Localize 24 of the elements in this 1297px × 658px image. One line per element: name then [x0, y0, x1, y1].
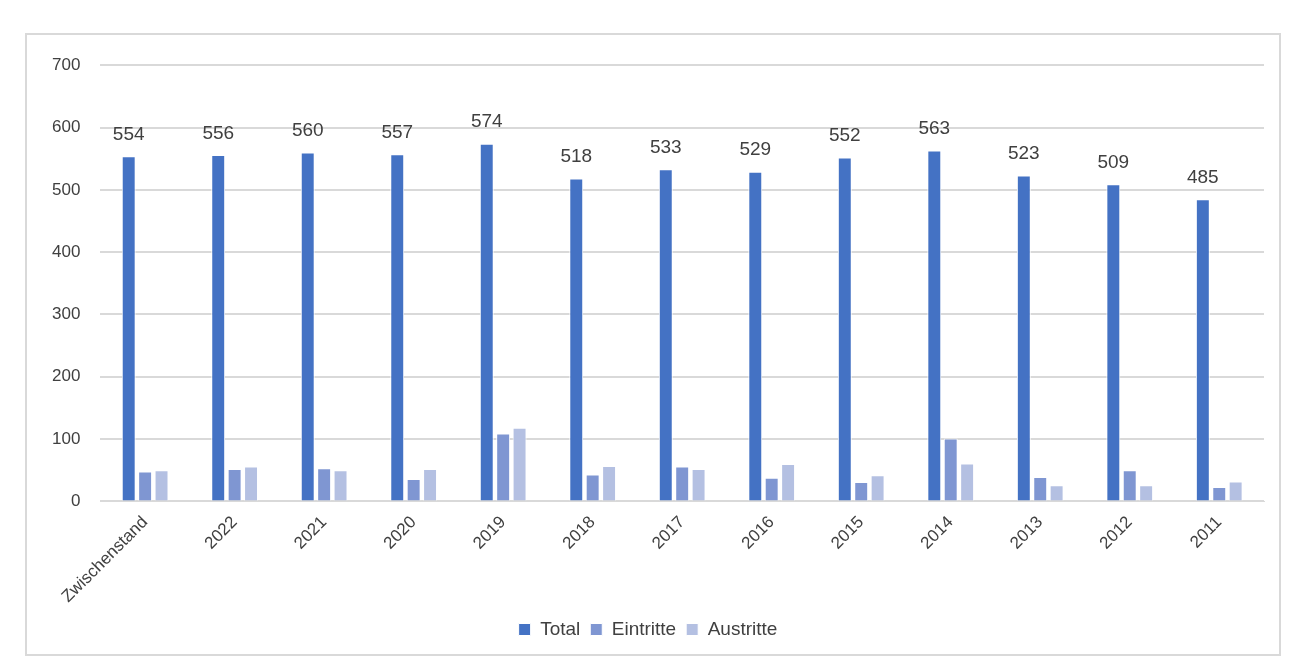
data-label: 554 — [112, 122, 145, 144]
data-label: 529 — [739, 138, 772, 160]
legend-label: Austritte — [707, 617, 778, 639]
data-label: 563 — [918, 117, 951, 139]
y-tick-label: 0 — [70, 491, 81, 511]
y-tick-label: 400 — [51, 241, 81, 261]
y-tick-label: 100 — [51, 428, 81, 448]
data-label: 556 — [202, 121, 235, 143]
legend-label: Eintritte — [611, 617, 677, 639]
data-label: 523 — [1007, 142, 1040, 164]
data-label: 485 — [1186, 165, 1219, 187]
y-tick-label: 600 — [51, 117, 81, 137]
data-label: 560 — [291, 119, 324, 141]
data-label: 574 — [470, 110, 504, 132]
data-label: 552 — [828, 124, 861, 146]
y-tick-label: 700 — [51, 54, 81, 74]
y-tick-label: 200 — [51, 366, 81, 386]
legend-label: Total — [540, 617, 581, 639]
data-label: 509 — [1097, 150, 1130, 172]
y-tick-label: 300 — [51, 304, 81, 324]
data-label: 533 — [649, 136, 682, 157]
y-tick-label: 500 — [51, 179, 81, 199]
data-label: 518 — [560, 145, 593, 167]
data-label: 557 — [381, 121, 414, 143]
